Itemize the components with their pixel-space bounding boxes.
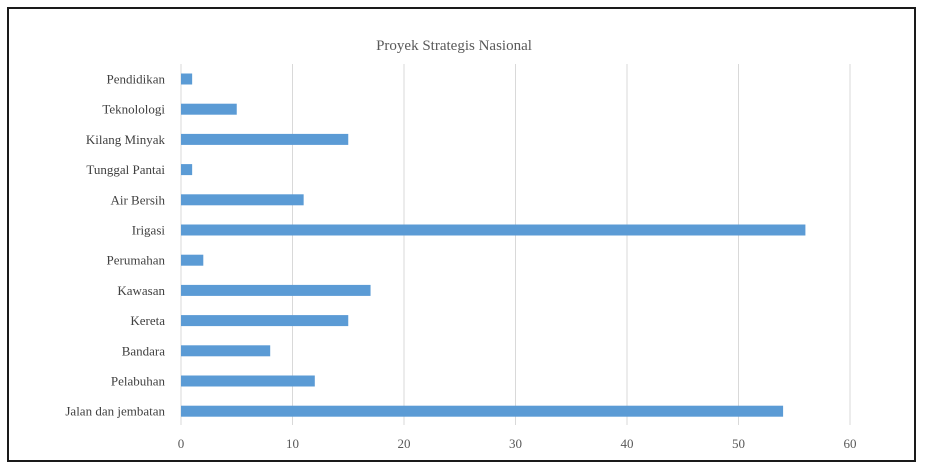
bar: [181, 133, 349, 145]
category-label: Pelabuhan: [111, 374, 166, 389]
bar: [181, 194, 304, 206]
bar: [181, 73, 193, 85]
bar: [181, 103, 237, 115]
category-label: Pendidikan: [107, 72, 166, 87]
bar: [181, 345, 271, 357]
bar: [181, 164, 193, 176]
category-label: Bandara: [122, 343, 166, 358]
category-label: Tunggal Pantai: [86, 162, 165, 177]
category-label: Jalan dan jembatan: [65, 404, 165, 419]
bars: [181, 73, 806, 417]
category-label: Irigasi: [132, 223, 166, 238]
bar: [181, 224, 806, 236]
x-tick-label: 30: [509, 436, 522, 451]
bar: [181, 284, 371, 296]
bar: [181, 254, 204, 266]
x-tick-label: 60: [844, 436, 857, 451]
category-label: Perumahan: [107, 253, 166, 268]
category-label: Teknolologi: [102, 102, 165, 117]
bar: [181, 405, 784, 417]
category-label: Kilang Minyak: [86, 132, 166, 147]
x-tick-label: 0: [178, 436, 185, 451]
x-tick-label: 10: [286, 436, 299, 451]
x-tick-label: 50: [732, 436, 745, 451]
category-labels: Pendidikan Teknolologi Kilang Minyak Tungga…: [65, 72, 165, 419]
x-tick-label: 40: [621, 436, 634, 451]
category-label: Kawasan: [117, 283, 165, 298]
gridlines: [180, 64, 851, 425]
category-label: Air Bersih: [110, 192, 165, 207]
x-axis-ticks: 0 10 20 30 40 50 60: [178, 436, 857, 451]
bar: [181, 375, 315, 387]
x-tick-label: 20: [398, 436, 411, 451]
bar: [181, 315, 349, 327]
chart-title: Proyek Strategis Nasional: [376, 38, 532, 54]
category-label: Kereta: [130, 313, 165, 328]
